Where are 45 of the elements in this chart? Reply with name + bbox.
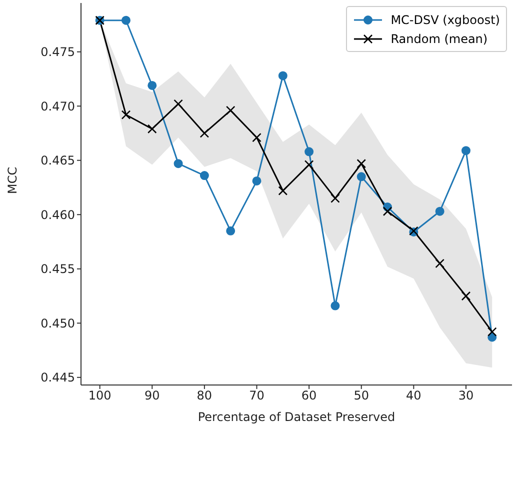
x-tick-label: 30	[458, 388, 474, 403]
point	[252, 132, 262, 142]
point	[356, 158, 366, 168]
y-tick-label: 0.465	[40, 154, 75, 168]
point	[356, 172, 366, 182]
point	[330, 194, 340, 203]
point	[121, 16, 130, 25]
y-tick-label: 0.450	[40, 316, 75, 330]
x-tick-label: 80	[196, 388, 212, 403]
point	[435, 258, 444, 268]
y-tick-label: 0.470	[40, 99, 75, 114]
point	[121, 110, 131, 120]
y-tick-label: 0.445	[40, 370, 75, 385]
x-tick-label: 50	[354, 388, 369, 403]
point	[226, 226, 236, 236]
legend-label: MC-DSV (xgboost)	[390, 12, 500, 26]
point	[278, 71, 288, 80]
point	[200, 128, 210, 138]
point	[435, 206, 444, 216]
point	[147, 124, 157, 134]
x-tick-label: 60	[301, 388, 317, 403]
legend-label: Random (mean)	[390, 32, 488, 46]
point	[304, 160, 314, 170]
x-tick-label: 40	[406, 388, 422, 403]
point	[148, 80, 157, 90]
point	[174, 159, 183, 168]
x-tick-label: 70	[249, 388, 264, 403]
point	[461, 146, 470, 156]
point	[200, 171, 209, 180]
point	[174, 99, 183, 109]
y-tick-label: 0.475	[40, 45, 75, 60]
point	[461, 291, 471, 301]
point	[330, 301, 340, 310]
x-tick-label: 90	[144, 388, 160, 403]
y-tick-label: 0.460	[40, 208, 75, 222]
point	[487, 327, 497, 336]
x-axis-title: Percentage of Dataset Preserved	[198, 410, 396, 424]
point	[304, 147, 314, 156]
x-tick-label: 100	[88, 388, 112, 403]
point	[382, 206, 392, 216]
y-tick-label: 0.455	[40, 262, 75, 276]
point	[278, 186, 288, 196]
y-axis-title: MCC	[5, 166, 20, 194]
point	[226, 106, 236, 116]
point	[252, 176, 262, 186]
